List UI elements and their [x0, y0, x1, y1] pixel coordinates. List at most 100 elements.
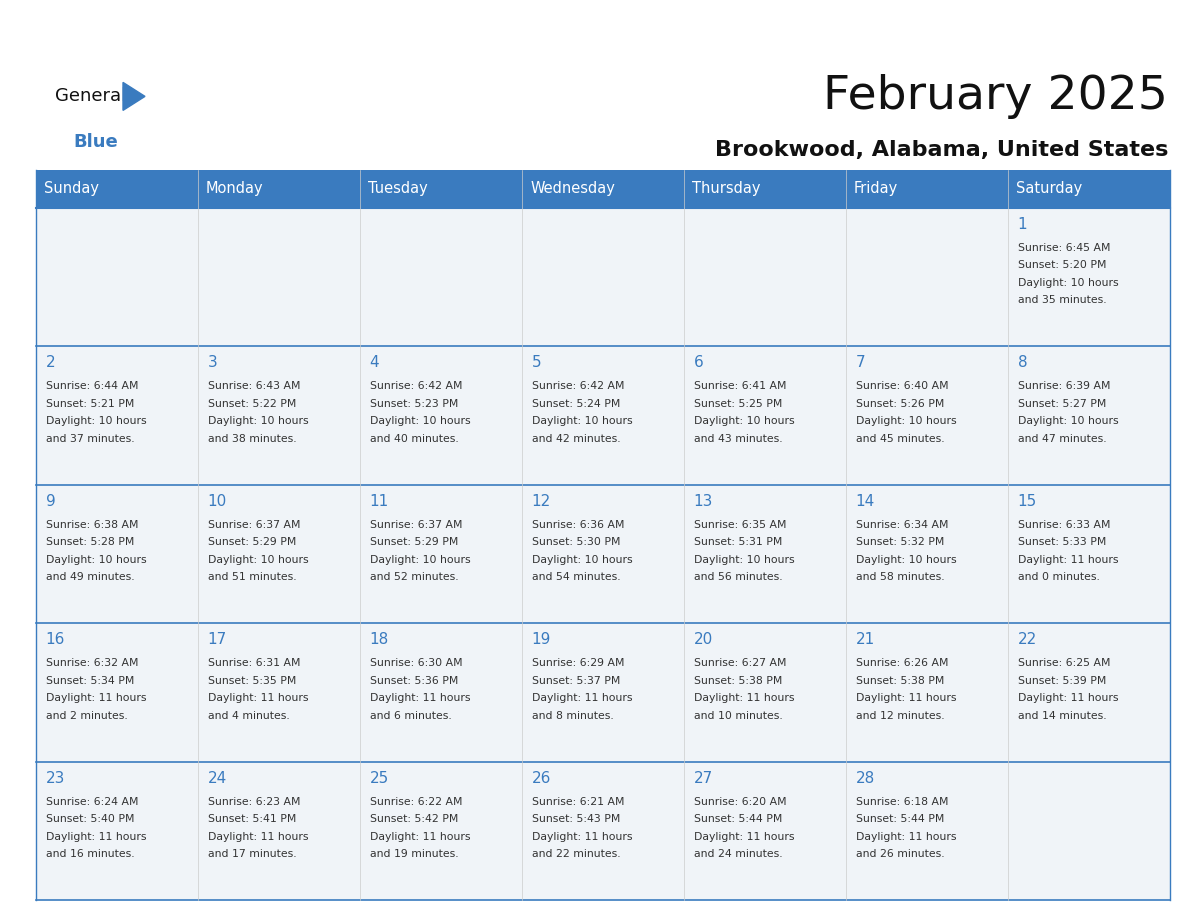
Text: Daylight: 10 hours: Daylight: 10 hours	[45, 554, 146, 565]
Text: Sunrise: 6:39 AM: Sunrise: 6:39 AM	[1018, 381, 1111, 391]
Bar	[684, 623, 846, 762]
Text: and 54 minutes.: and 54 minutes.	[532, 572, 620, 582]
Text: and 12 minutes.: and 12 minutes.	[855, 711, 944, 721]
Bar	[360, 346, 522, 485]
Bar	[846, 623, 1007, 762]
Text: 10: 10	[208, 494, 227, 509]
Text: Sunrise: 6:45 AM: Sunrise: 6:45 AM	[1018, 243, 1111, 252]
Bar	[36, 623, 198, 762]
Text: 11: 11	[369, 494, 388, 509]
Text: and 43 minutes.: and 43 minutes.	[694, 434, 783, 443]
Text: Daylight: 10 hours: Daylight: 10 hours	[532, 416, 632, 426]
Text: 16: 16	[45, 633, 65, 647]
Bar	[1007, 346, 1170, 485]
Text: 19: 19	[532, 633, 551, 647]
Text: 24: 24	[208, 770, 227, 786]
Text: 7: 7	[855, 355, 865, 370]
Bar	[36, 207, 198, 346]
Text: Daylight: 11 hours: Daylight: 11 hours	[1018, 693, 1118, 703]
Text: 6: 6	[694, 355, 703, 370]
Text: Daylight: 10 hours: Daylight: 10 hours	[855, 554, 956, 565]
Text: and 49 minutes.: and 49 minutes.	[45, 572, 134, 582]
Text: 15: 15	[1018, 494, 1037, 509]
Text: 20: 20	[694, 633, 713, 647]
Text: 12: 12	[532, 494, 551, 509]
Text: Daylight: 11 hours: Daylight: 11 hours	[45, 832, 146, 842]
Text: Sunrise: 6:18 AM: Sunrise: 6:18 AM	[855, 797, 948, 807]
Text: Monday: Monday	[206, 182, 264, 196]
Bar	[684, 346, 846, 485]
Text: Daylight: 10 hours: Daylight: 10 hours	[532, 554, 632, 565]
Bar	[36, 170, 198, 207]
Bar	[684, 207, 846, 346]
Bar	[522, 623, 684, 762]
Text: Daylight: 11 hours: Daylight: 11 hours	[694, 693, 795, 703]
Bar	[522, 762, 684, 900]
Text: Daylight: 11 hours: Daylight: 11 hours	[369, 832, 470, 842]
Text: Sunset: 5:31 PM: Sunset: 5:31 PM	[694, 537, 782, 547]
Bar	[684, 170, 846, 207]
Bar	[1007, 623, 1170, 762]
Text: Sunrise: 6:20 AM: Sunrise: 6:20 AM	[694, 797, 786, 807]
Bar	[36, 485, 198, 623]
Text: Sunrise: 6:30 AM: Sunrise: 6:30 AM	[369, 658, 462, 668]
Text: and 17 minutes.: and 17 minutes.	[208, 849, 296, 859]
Text: 22: 22	[1018, 633, 1037, 647]
Text: Sunset: 5:36 PM: Sunset: 5:36 PM	[369, 676, 459, 686]
Text: Sunset: 5:44 PM: Sunset: 5:44 PM	[855, 814, 944, 824]
Text: Sunrise: 6:44 AM: Sunrise: 6:44 AM	[45, 381, 138, 391]
Text: Sunrise: 6:22 AM: Sunrise: 6:22 AM	[369, 797, 462, 807]
Bar	[198, 346, 360, 485]
Text: Sunrise: 6:42 AM: Sunrise: 6:42 AM	[369, 381, 462, 391]
Text: Sunrise: 6:27 AM: Sunrise: 6:27 AM	[694, 658, 786, 668]
Bar	[846, 207, 1007, 346]
Bar	[684, 485, 846, 623]
Bar	[1007, 485, 1170, 623]
Text: Sunset: 5:38 PM: Sunset: 5:38 PM	[855, 676, 944, 686]
Text: Sunset: 5:43 PM: Sunset: 5:43 PM	[532, 814, 620, 824]
Text: Wednesday: Wednesday	[530, 182, 615, 196]
Text: 28: 28	[855, 770, 876, 786]
Text: 18: 18	[369, 633, 388, 647]
Text: and 8 minutes.: and 8 minutes.	[532, 711, 613, 721]
Text: and 10 minutes.: and 10 minutes.	[694, 711, 783, 721]
Text: Sunset: 5:27 PM: Sunset: 5:27 PM	[1018, 398, 1106, 409]
Text: Sunrise: 6:41 AM: Sunrise: 6:41 AM	[694, 381, 786, 391]
Polygon shape	[124, 83, 145, 110]
Text: and 51 minutes.: and 51 minutes.	[208, 572, 296, 582]
Text: and 0 minutes.: and 0 minutes.	[1018, 572, 1100, 582]
Text: Daylight: 10 hours: Daylight: 10 hours	[1018, 278, 1118, 288]
Text: Daylight: 10 hours: Daylight: 10 hours	[694, 554, 795, 565]
Text: and 45 minutes.: and 45 minutes.	[855, 434, 944, 443]
Text: Daylight: 11 hours: Daylight: 11 hours	[208, 832, 308, 842]
Text: Sunset: 5:29 PM: Sunset: 5:29 PM	[369, 537, 459, 547]
Text: Sunrise: 6:36 AM: Sunrise: 6:36 AM	[532, 520, 624, 530]
Text: Sunrise: 6:37 AM: Sunrise: 6:37 AM	[208, 520, 301, 530]
Bar	[1007, 762, 1170, 900]
Text: and 4 minutes.: and 4 minutes.	[208, 711, 290, 721]
Bar	[360, 207, 522, 346]
Bar	[684, 762, 846, 900]
Bar	[522, 170, 684, 207]
Text: and 42 minutes.: and 42 minutes.	[532, 434, 620, 443]
Text: and 19 minutes.: and 19 minutes.	[369, 849, 459, 859]
Text: Sunday: Sunday	[44, 182, 99, 196]
Text: Sunrise: 6:23 AM: Sunrise: 6:23 AM	[208, 797, 301, 807]
Text: and 56 minutes.: and 56 minutes.	[694, 572, 783, 582]
Text: and 22 minutes.: and 22 minutes.	[532, 849, 620, 859]
Text: 1: 1	[1018, 217, 1028, 232]
Bar	[198, 762, 360, 900]
Text: Daylight: 11 hours: Daylight: 11 hours	[855, 693, 956, 703]
Text: 14: 14	[855, 494, 876, 509]
Text: 2: 2	[45, 355, 56, 370]
Text: and 37 minutes.: and 37 minutes.	[45, 434, 134, 443]
Text: Sunrise: 6:29 AM: Sunrise: 6:29 AM	[532, 658, 624, 668]
Text: and 35 minutes.: and 35 minutes.	[1018, 296, 1106, 306]
Text: Daylight: 11 hours: Daylight: 11 hours	[1018, 554, 1118, 565]
Bar	[360, 485, 522, 623]
Text: Sunrise: 6:34 AM: Sunrise: 6:34 AM	[855, 520, 948, 530]
Text: Daylight: 10 hours: Daylight: 10 hours	[208, 554, 309, 565]
Text: Daylight: 10 hours: Daylight: 10 hours	[369, 554, 470, 565]
Bar	[846, 485, 1007, 623]
Text: Sunset: 5:40 PM: Sunset: 5:40 PM	[45, 814, 134, 824]
